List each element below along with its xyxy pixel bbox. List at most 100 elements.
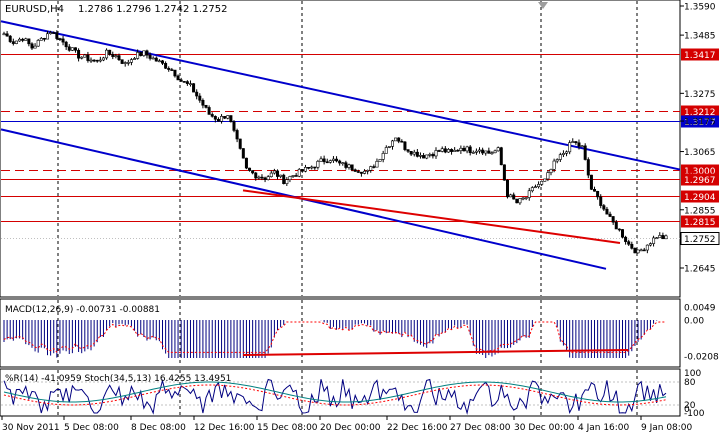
- candle-body: [620, 229, 624, 238]
- stochastic-main-line: [3, 381, 667, 403]
- level-box-1.2815: [681, 215, 719, 228]
- candle-body: [493, 150, 497, 154]
- candle-body: [33, 45, 37, 49]
- candle-body: [561, 153, 565, 155]
- candle-body: [369, 166, 373, 171]
- candle-body: [120, 59, 124, 64]
- candle-body: [611, 216, 615, 223]
- candle-body: [276, 170, 280, 177]
- time-label: 15 Dec 08:00: [257, 423, 318, 433]
- candle-body: [645, 244, 649, 251]
- candle-body: [5, 33, 9, 37]
- candle-body: [285, 179, 289, 184]
- candle-body: [201, 99, 205, 106]
- candle-body: [378, 159, 382, 162]
- candle-body: [30, 43, 34, 49]
- candle-body: [232, 121, 236, 131]
- candle-body: [450, 149, 454, 152]
- candle-body: [437, 150, 441, 152]
- level-box-1.2967: [681, 173, 719, 186]
- candle-body: [89, 59, 93, 62]
- level-label: 1.3000: [684, 167, 716, 177]
- osc-scale-label: 20: [684, 401, 696, 411]
- candle-body: [263, 177, 267, 180]
- candle-body: [52, 32, 56, 34]
- time-label: 20 Dec 00:00: [320, 423, 381, 433]
- candle-body: [471, 152, 475, 154]
- candle-body: [375, 160, 379, 168]
- candle-body: [192, 83, 196, 93]
- candle-body: [518, 198, 522, 204]
- time-axis: 30 Nov 2011 5 Dec 08:00 8 Dec 08:00 12 Dec …: [1, 416, 693, 433]
- candle-body: [114, 55, 118, 57]
- level-box-1.3417: [681, 48, 719, 61]
- candle-body: [67, 46, 71, 51]
- macd-scale-label: 0.00: [684, 317, 704, 327]
- candle-body: [46, 33, 50, 40]
- price-tick-label: 1.2645: [684, 265, 716, 275]
- macd-title: MACD(12,26,9) -0.00731 -0.00881: [5, 305, 160, 315]
- upper-channel-line: [0, 20, 681, 171]
- candle-body: [176, 75, 180, 81]
- macd-divergence-line: [242, 349, 629, 356]
- candle-body: [241, 148, 245, 159]
- candle-body: [111, 54, 115, 57]
- candle-body: [331, 158, 335, 161]
- candle-body: [216, 118, 220, 122]
- candle-body: [350, 164, 354, 171]
- candle-body: [300, 169, 304, 172]
- candle-body: [589, 174, 593, 190]
- candle-body: [359, 171, 363, 174]
- candle-body: [272, 170, 276, 174]
- candle-body: [400, 140, 404, 143]
- candle-body: [260, 176, 264, 179]
- macd-scale-label: -0.0208: [684, 353, 719, 363]
- ohlc-values: 1.2786 1.2796 1.2742 1.2752: [78, 4, 228, 15]
- candle-body: [630, 243, 634, 249]
- chart-shift-icon[interactable]: [538, 2, 548, 9]
- candle-body: [70, 47, 74, 51]
- candle-body: [462, 147, 466, 152]
- candle-body: [468, 146, 472, 154]
- macd-scale-label: 0.0049: [684, 304, 716, 314]
- candle-body: [499, 147, 503, 166]
- candle-body: [167, 67, 171, 70]
- candle-body: [223, 116, 227, 119]
- candle-body: [182, 81, 186, 83]
- time-label: 22 Dec 16:00: [387, 423, 448, 433]
- candle-body: [328, 160, 332, 163]
- candle-body: [527, 190, 531, 198]
- time-label: 27 Dec 08:00: [450, 423, 511, 433]
- candle-body: [229, 115, 233, 123]
- main-price-panel[interactable]: [0, 0, 681, 298]
- candle-body: [372, 166, 376, 168]
- trendlines[interactable]: [0, 20, 681, 270]
- price-tick-label: 1.3275: [684, 90, 716, 100]
- level-label: 1.3177: [684, 118, 716, 128]
- candle-body: [136, 52, 140, 59]
- candle-body: [387, 146, 391, 148]
- candle-body: [549, 169, 553, 173]
- level-label: 1.3212: [684, 108, 716, 118]
- candle-body: [151, 57, 155, 60]
- candle-body: [257, 176, 261, 179]
- level-label: 1.2967: [684, 176, 716, 186]
- candle-body: [652, 237, 656, 244]
- candle-body: [220, 116, 224, 122]
- candle-body: [108, 49, 112, 55]
- candle-body: [515, 198, 519, 204]
- candlesticks: [2, 30, 668, 254]
- osc-scale-label: 0: [684, 405, 690, 415]
- candle-body: [614, 221, 618, 230]
- candle-body: [8, 35, 12, 42]
- candle-body: [2, 33, 6, 36]
- candle-body: [338, 160, 342, 164]
- price-tick-label: 1.2855: [684, 206, 716, 216]
- time-label: 5 Dec 08:00: [64, 423, 119, 433]
- candle-body: [356, 171, 360, 173]
- candle-body: [129, 59, 133, 63]
- candle-body: [661, 235, 665, 240]
